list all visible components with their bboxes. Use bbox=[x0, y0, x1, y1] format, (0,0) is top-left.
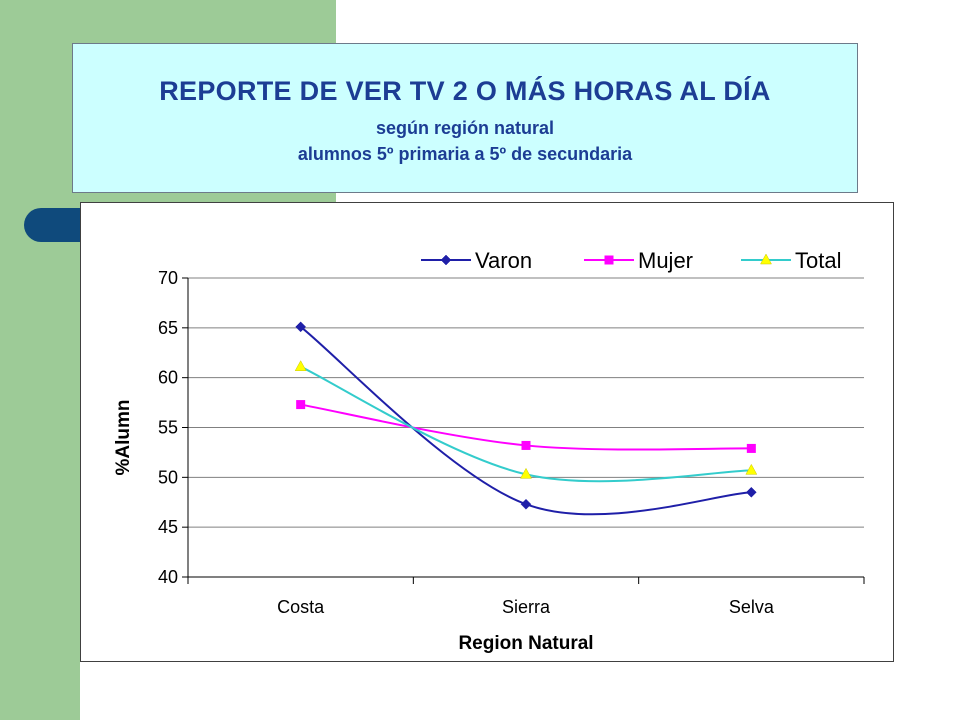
data-point-varon bbox=[745, 486, 757, 498]
legend-marker-total bbox=[760, 253, 772, 265]
slide-subtitle-region: según región natural bbox=[375, 118, 555, 138]
title-box: REPORTE DE VER TV 2 O MÁS HORAS AL DÍA s… bbox=[72, 43, 858, 193]
data-point-mujer bbox=[296, 400, 306, 410]
data-point-total bbox=[294, 360, 307, 371]
decorative-green-block bbox=[80, 0, 336, 44]
y-tick-label: 40 bbox=[158, 567, 178, 587]
data-point-total bbox=[520, 467, 532, 479]
legend-label-total: Total bbox=[795, 248, 841, 273]
y-tick-label: 45 bbox=[158, 517, 178, 537]
x-tick-label: Sierra bbox=[502, 597, 551, 617]
decorative-green-bar bbox=[0, 0, 80, 720]
slide-title: REPORTE DE VER TV 2 O MÁS HORAS AL DÍA bbox=[159, 76, 771, 106]
y-tick-label: 55 bbox=[158, 418, 178, 438]
data-point-total bbox=[745, 463, 758, 475]
y-tick-label: 60 bbox=[158, 368, 178, 388]
data-point-mujer bbox=[746, 443, 756, 453]
chart-frame: 40 45 50 55 60 65 70 Costa Sierra Selva Region Nat… bbox=[80, 202, 894, 662]
series-line-total bbox=[300, 365, 752, 483]
x-axis-title: Region Natural bbox=[458, 633, 593, 654]
data-point-varon bbox=[520, 498, 532, 510]
line-chart: 40 45 50 55 60 65 70 Costa Sierra Selva Region Nat… bbox=[113, 248, 865, 654]
x-tick-label: Costa bbox=[277, 597, 325, 617]
y-tick-label: 70 bbox=[158, 268, 178, 288]
data-point-mujer bbox=[521, 440, 531, 450]
series-line-varon bbox=[300, 326, 752, 516]
data-point-varon bbox=[295, 321, 307, 333]
slide-subtitle-students: alumnos 5º primaria a 5º de secundaria bbox=[297, 144, 633, 164]
legend-label-varon: Varon bbox=[475, 248, 532, 273]
y-tick-label: 50 bbox=[158, 467, 178, 487]
legend-marker-mujer bbox=[604, 255, 614, 265]
y-tick-label: 65 bbox=[158, 318, 178, 338]
x-tick-label: Selva bbox=[729, 597, 775, 617]
y-axis-title: %Alumn bbox=[113, 400, 134, 476]
legend-marker-varon bbox=[440, 254, 452, 266]
legend-label-mujer: Mujer bbox=[638, 248, 693, 273]
